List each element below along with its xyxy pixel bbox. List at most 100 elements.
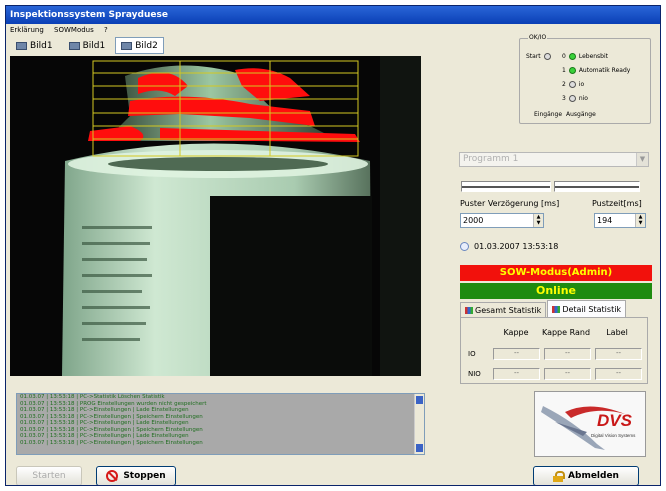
logo-tagline: Digital Vision Systems xyxy=(591,433,636,438)
pustzeit-input[interactable]: 194 ▲ ▼ xyxy=(594,213,646,228)
led-on-icon xyxy=(568,53,576,60)
online-status-banner: Online xyxy=(460,283,652,299)
start-label: Starten xyxy=(32,471,66,481)
log-entry: 01.03.07 | 13:53:18 | PC->Einstellungen … xyxy=(20,420,189,426)
tab-bild1[interactable]: Bild1 xyxy=(10,37,59,54)
chart-icon xyxy=(465,306,473,314)
output-row: 3 nio xyxy=(562,95,588,102)
statistics-panel: Kappe Kappe Rand Label IO NIO -- -- -- -… xyxy=(460,317,648,384)
datetime-text: 01.03.2007 13:53:18 xyxy=(474,242,559,251)
stat-cell: -- xyxy=(544,348,591,360)
image-icon xyxy=(68,41,80,50)
lock-icon xyxy=(553,470,566,482)
stop-icon xyxy=(106,470,119,482)
log-entry: 01.03.07 | 13:53:18 | PC->Einstellungen … xyxy=(20,407,189,413)
stat-cell: -- xyxy=(595,368,642,380)
tab-label: Bild1 xyxy=(30,40,53,51)
image-icon xyxy=(16,41,27,50)
view-tabs: Bild1 Bild1 Bild2 xyxy=(10,37,164,55)
row-label: IO xyxy=(468,350,476,358)
main-window: Inspektionssystem Sprayduese Erklärung S… xyxy=(5,5,661,486)
menu-item-help[interactable]: ? xyxy=(104,26,108,34)
log-entry: 01.03.07 | 13:53:18 | PC->Einstellungen … xyxy=(20,433,189,439)
tab-label: Bild2 xyxy=(135,40,158,51)
start-button[interactable]: Starten xyxy=(16,466,82,485)
log-entry: 01.03.07 | 13:53:18 | PC->Einstellungen … xyxy=(20,413,203,420)
slider-track[interactable] xyxy=(554,181,640,192)
scroll-down-icon[interactable] xyxy=(416,444,423,452)
led-on-icon xyxy=(568,67,576,74)
io-panel-title: OK/IO xyxy=(528,34,548,41)
output-label: io xyxy=(578,81,585,88)
camera-image xyxy=(10,56,421,376)
menu-item-erklaerung[interactable]: Erklärung xyxy=(10,26,44,34)
start-label: Start xyxy=(526,53,541,60)
inputs-label: Eingänge xyxy=(534,111,563,118)
output-row: 0 Lebensbit xyxy=(562,53,608,60)
start-input: Start xyxy=(526,53,551,60)
log-scrollbar[interactable] xyxy=(414,394,424,454)
slider-rail xyxy=(555,186,639,188)
sow-mode-banner: SOW-Modus(Admin) xyxy=(460,265,652,281)
led-off-icon xyxy=(568,95,576,102)
stat-cell: -- xyxy=(493,348,540,360)
tab-gesamt-statistik[interactable]: Gesamt Statistik xyxy=(460,302,547,317)
stop-label: Stoppen xyxy=(123,471,166,481)
logo-text: DVS xyxy=(597,411,633,430)
puster-value: 2000 xyxy=(463,216,484,225)
io-panel: OK/IO Start 0 Lebensbit 1 Automatik Read… xyxy=(519,34,651,124)
row-label: NIO xyxy=(468,370,481,378)
slider-track[interactable] xyxy=(461,181,551,192)
output-row: 2 io xyxy=(562,81,584,88)
output-label: Lebensbit xyxy=(578,53,609,60)
pustzeit-value: 194 xyxy=(597,216,613,225)
tab-detail-statistik[interactable]: Detail Statistik xyxy=(547,300,627,317)
logout-label: Abmelden xyxy=(568,471,619,481)
menu-item-sowmodus[interactable]: SOWModus xyxy=(54,26,94,34)
output-label: nio xyxy=(578,95,588,102)
chevron-down-icon[interactable]: ▼ xyxy=(636,153,648,166)
start-led-icon xyxy=(543,53,551,60)
log-entry: 01.03.07 | 13:53:18 | PC->Einstellungen … xyxy=(20,426,203,433)
output-number: 1 xyxy=(562,67,566,74)
column-header: Kappe Rand xyxy=(541,328,591,337)
log-list[interactable]: 01.03.07 | 13:53:18 | PC->Statistik Lösc… xyxy=(16,393,425,455)
program-select[interactable]: Programm 1 ▼ xyxy=(459,152,649,167)
io-footer: Eingänge Ausgänge xyxy=(534,111,596,118)
tab-bild1-second[interactable]: Bild1 xyxy=(63,37,112,54)
tab-label: Gesamt Statistik xyxy=(475,305,542,315)
chart-icon xyxy=(552,305,561,313)
puster-delay-input[interactable]: 2000 ▲ ▼ xyxy=(460,213,544,228)
log-entry: 01.03.07 | 13:53:18 | PC->Statistik Lösc… xyxy=(20,394,165,400)
datetime-display: 01.03.2007 13:53:18 xyxy=(460,242,558,251)
output-number: 3 xyxy=(562,95,566,102)
program-value: Programm 1 xyxy=(463,154,519,164)
spray-can-camera-view xyxy=(10,56,421,376)
column-header: Label xyxy=(606,328,628,337)
clock-icon xyxy=(460,242,469,251)
image-icon xyxy=(121,41,133,50)
menu-bar: Erklärung SOWModus ? xyxy=(6,24,660,36)
log-entry: 01.03.07 | 13:53:18 | PC->Einstellungen … xyxy=(20,439,203,446)
output-number: 2 xyxy=(562,81,566,88)
led-off-icon xyxy=(568,81,576,88)
logout-button[interactable]: Abmelden xyxy=(533,466,639,485)
outputs-label: Ausgänge xyxy=(565,111,596,118)
spin-arrows-icon[interactable]: ▲ ▼ xyxy=(533,214,543,227)
puster-label: Puster Verzögerung [ms] xyxy=(460,199,560,208)
stat-cell: -- xyxy=(595,348,642,360)
output-number: 0 xyxy=(562,53,566,60)
output-label: Automatik Ready xyxy=(578,67,631,74)
pustzeit-label: Pustzeit[ms] xyxy=(592,199,642,208)
spin-arrows-icon[interactable]: ▲ ▼ xyxy=(635,214,645,227)
output-row: 1 Automatik Ready xyxy=(562,67,630,74)
company-logo: DVS Digital Vision Systems xyxy=(534,391,646,457)
scroll-up-icon[interactable] xyxy=(416,396,423,404)
statistics-tabs: Gesamt Statistik Detail Statistik xyxy=(460,300,627,318)
stat-cell: -- xyxy=(493,368,540,380)
log-entry: 01.03.07 | 13:53:18 | PROG Einstellungen… xyxy=(20,400,207,407)
column-header: Kappe xyxy=(503,328,529,337)
stop-button[interactable]: Stoppen xyxy=(96,466,176,485)
dvs-logo-icon: DVS Digital Vision Systems xyxy=(541,406,636,450)
tab-bild2[interactable]: Bild2 xyxy=(115,37,164,54)
